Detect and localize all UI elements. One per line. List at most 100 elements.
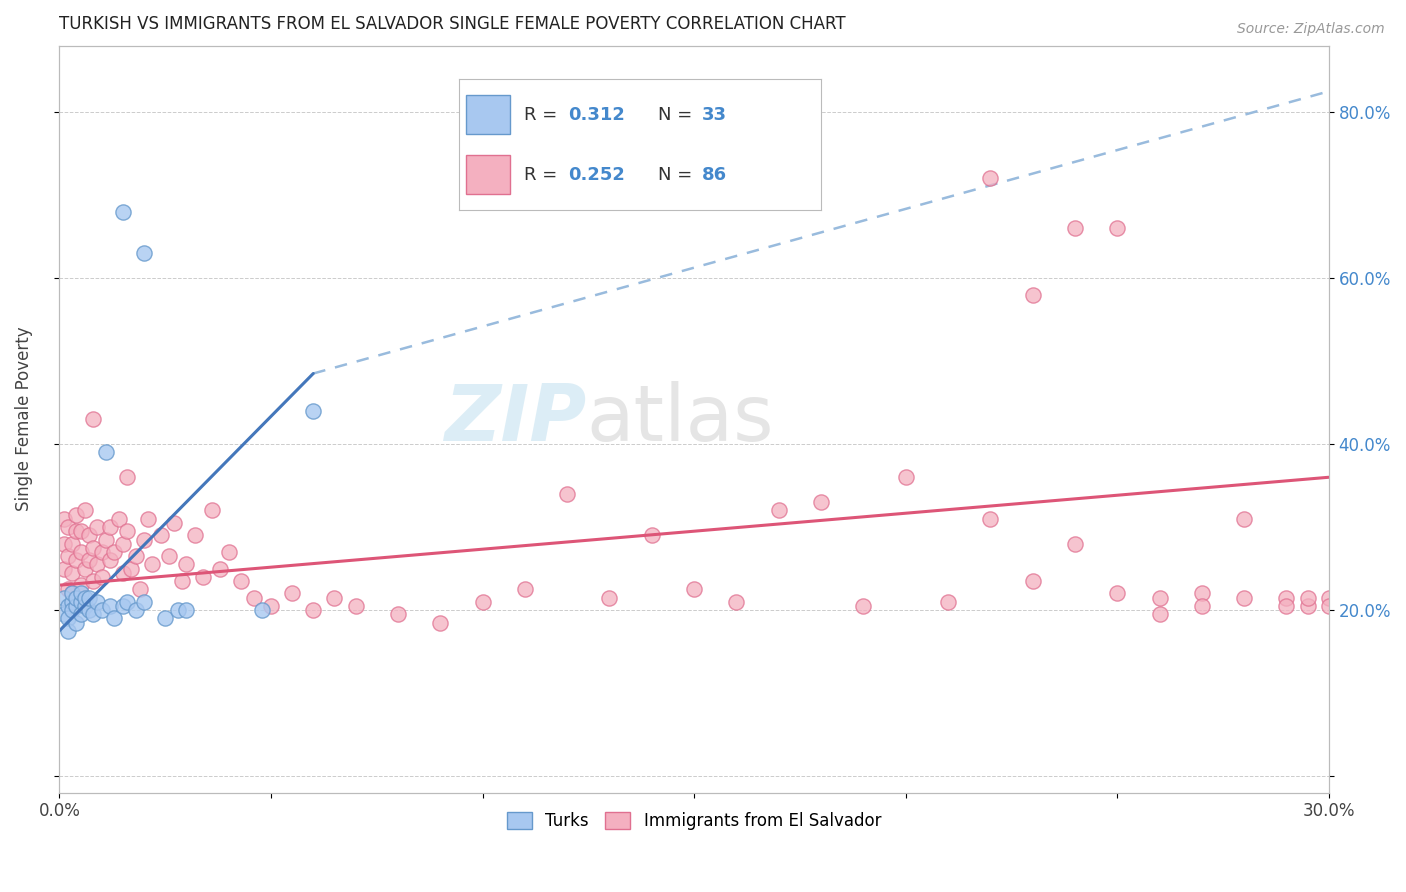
Point (65, 508, 87, 522)
Point (1191, 599, 1213, 613)
Point (111, 536, 134, 550)
Point (936, 595, 959, 609)
Point (201, 503, 224, 517)
Point (73, 599, 96, 613)
Point (69, 545, 91, 559)
Point (387, 607, 409, 622)
Point (132, 595, 155, 609)
Point (52, 607, 75, 622)
Point (979, 171, 1001, 186)
Point (1064, 536, 1087, 550)
Point (344, 599, 367, 613)
Point (115, 470, 138, 484)
Point (1296, 591, 1319, 605)
Point (111, 599, 134, 613)
Point (641, 528, 664, 542)
Point (86, 558, 108, 572)
Point (98, 599, 121, 613)
Point (77, 528, 100, 542)
Point (1021, 287, 1043, 301)
Point (82, 574, 104, 588)
Point (107, 512, 129, 526)
Text: atlas: atlas (586, 381, 773, 458)
Point (513, 582, 536, 597)
Point (124, 549, 146, 563)
Point (77, 603, 100, 617)
Point (184, 528, 207, 542)
Point (1317, 591, 1340, 605)
Point (768, 503, 790, 517)
Point (52, 591, 75, 605)
Point (1233, 591, 1256, 605)
Point (82, 607, 104, 622)
Point (810, 495, 832, 509)
Point (60, 586, 83, 600)
Point (1275, 591, 1298, 605)
Point (103, 611, 125, 625)
Point (86, 520, 108, 534)
Point (115, 524, 138, 539)
Point (90, 545, 112, 559)
Point (1296, 599, 1319, 613)
Point (124, 603, 146, 617)
Point (162, 516, 184, 530)
Point (323, 591, 346, 605)
Point (209, 561, 232, 575)
Point (176, 603, 198, 617)
Point (69, 578, 91, 592)
Point (65, 615, 87, 630)
Point (69, 524, 91, 539)
Point (1021, 574, 1043, 588)
Point (725, 595, 748, 609)
Point (73, 561, 96, 575)
Point (1275, 599, 1298, 613)
Point (555, 487, 578, 501)
Point (86, 595, 108, 609)
Point (52, 536, 75, 550)
Point (52, 561, 75, 575)
Point (167, 603, 190, 617)
Point (65, 599, 87, 613)
Point (471, 595, 494, 609)
Legend: Turks, Immigrants from El Salvador: Turks, Immigrants from El Salvador (501, 805, 889, 837)
Point (598, 591, 620, 605)
Point (243, 591, 266, 605)
Text: Source: ZipAtlas.com: Source: ZipAtlas.com (1237, 22, 1385, 37)
Point (69, 595, 91, 609)
Point (260, 599, 283, 613)
Point (90, 570, 112, 584)
Point (683, 582, 706, 597)
Y-axis label: Single Female Poverty: Single Female Poverty (15, 326, 32, 511)
Text: ZIP: ZIP (444, 381, 586, 458)
Point (302, 603, 325, 617)
Point (56, 611, 79, 625)
Point (98, 553, 121, 567)
Point (302, 404, 325, 418)
Point (56, 624, 79, 638)
Point (231, 574, 253, 588)
Point (852, 599, 875, 613)
Point (1107, 221, 1129, 235)
Point (1064, 221, 1087, 235)
Point (429, 615, 451, 630)
Point (115, 595, 138, 609)
Point (82, 541, 104, 555)
Point (60, 536, 83, 550)
Point (979, 512, 1001, 526)
Point (77, 553, 100, 567)
Point (1149, 591, 1171, 605)
Point (60, 603, 83, 617)
Point (128, 582, 150, 597)
Point (69, 586, 91, 600)
Point (149, 528, 172, 542)
Point (94, 533, 117, 547)
Point (252, 603, 274, 617)
Point (1107, 586, 1129, 600)
Point (90, 603, 112, 617)
Point (52, 512, 75, 526)
Point (193, 570, 215, 584)
Point (132, 533, 155, 547)
Point (172, 574, 194, 588)
Point (1149, 607, 1171, 622)
Point (65, 553, 87, 567)
